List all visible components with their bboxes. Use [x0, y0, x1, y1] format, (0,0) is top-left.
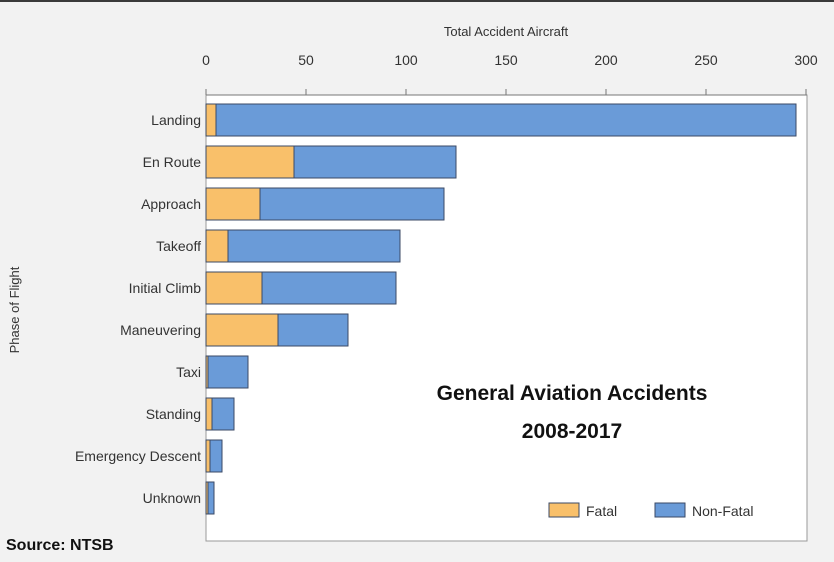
category-label: Takeoff [156, 238, 201, 254]
top-rule [0, 0, 834, 2]
nonfatal-bar [293, 145, 457, 179]
annotation-years: 2008-2017 [521, 420, 623, 443]
nonfatal-bar [259, 187, 445, 221]
y-axis-title: Phase of Flight [7, 266, 22, 353]
annotation-title: General Aviation Accidents [436, 382, 708, 405]
category-label: Landing [151, 112, 201, 128]
x-tick-label: 50 [298, 52, 314, 68]
legend: Fatal Non-Fatal [548, 502, 753, 519]
category-label: Approach [141, 196, 201, 212]
bars [205, 103, 797, 515]
category-label: Standing [146, 406, 201, 422]
category-label: Taxi [176, 364, 201, 380]
nonfatal-bar [261, 271, 397, 305]
legend-swatch [548, 502, 580, 518]
legend-swatch [654, 502, 686, 518]
legend-label: Fatal [586, 503, 617, 519]
x-tick-label: 250 [694, 52, 718, 68]
x-tick-label: 100 [394, 52, 418, 68]
fatal-bar [205, 103, 217, 137]
x-ticks: 0 50 100 150 200 250 300 [202, 52, 818, 95]
x-tick-label: 150 [494, 52, 518, 68]
nonfatal-bar [227, 229, 401, 263]
category-label: En Route [143, 154, 202, 170]
x-tick-label: 300 [794, 52, 818, 68]
fatal-bar [205, 271, 263, 305]
nonfatal-bar [209, 439, 223, 473]
legend-label: Non-Fatal [692, 503, 753, 519]
nonfatal-bar [277, 313, 349, 347]
fatal-bar [205, 439, 211, 473]
category-labels: Landing En Route Approach Takeoff Initial Cl… [75, 112, 201, 506]
nonfatal-bar [207, 481, 215, 515]
category-label: Unknown [143, 490, 201, 506]
fatal-bar [205, 145, 295, 179]
x-tick-label: 200 [594, 52, 618, 68]
fatal-bar [205, 187, 261, 221]
category-label: Initial Climb [129, 280, 202, 296]
x-tick-label: 0 [202, 52, 210, 68]
nonfatal-bar [207, 355, 249, 389]
fatal-bar [205, 229, 229, 263]
x-axis-title: Total Accident Aircraft [444, 24, 569, 39]
category-label: Emergency Descent [75, 448, 201, 464]
source-note: Source: NTSB [6, 537, 114, 554]
nonfatal-bar [211, 397, 235, 431]
fatal-bar [205, 397, 213, 431]
nonfatal-bar [215, 103, 797, 137]
fatal-bar [205, 313, 279, 347]
category-label: Maneuvering [120, 322, 201, 338]
